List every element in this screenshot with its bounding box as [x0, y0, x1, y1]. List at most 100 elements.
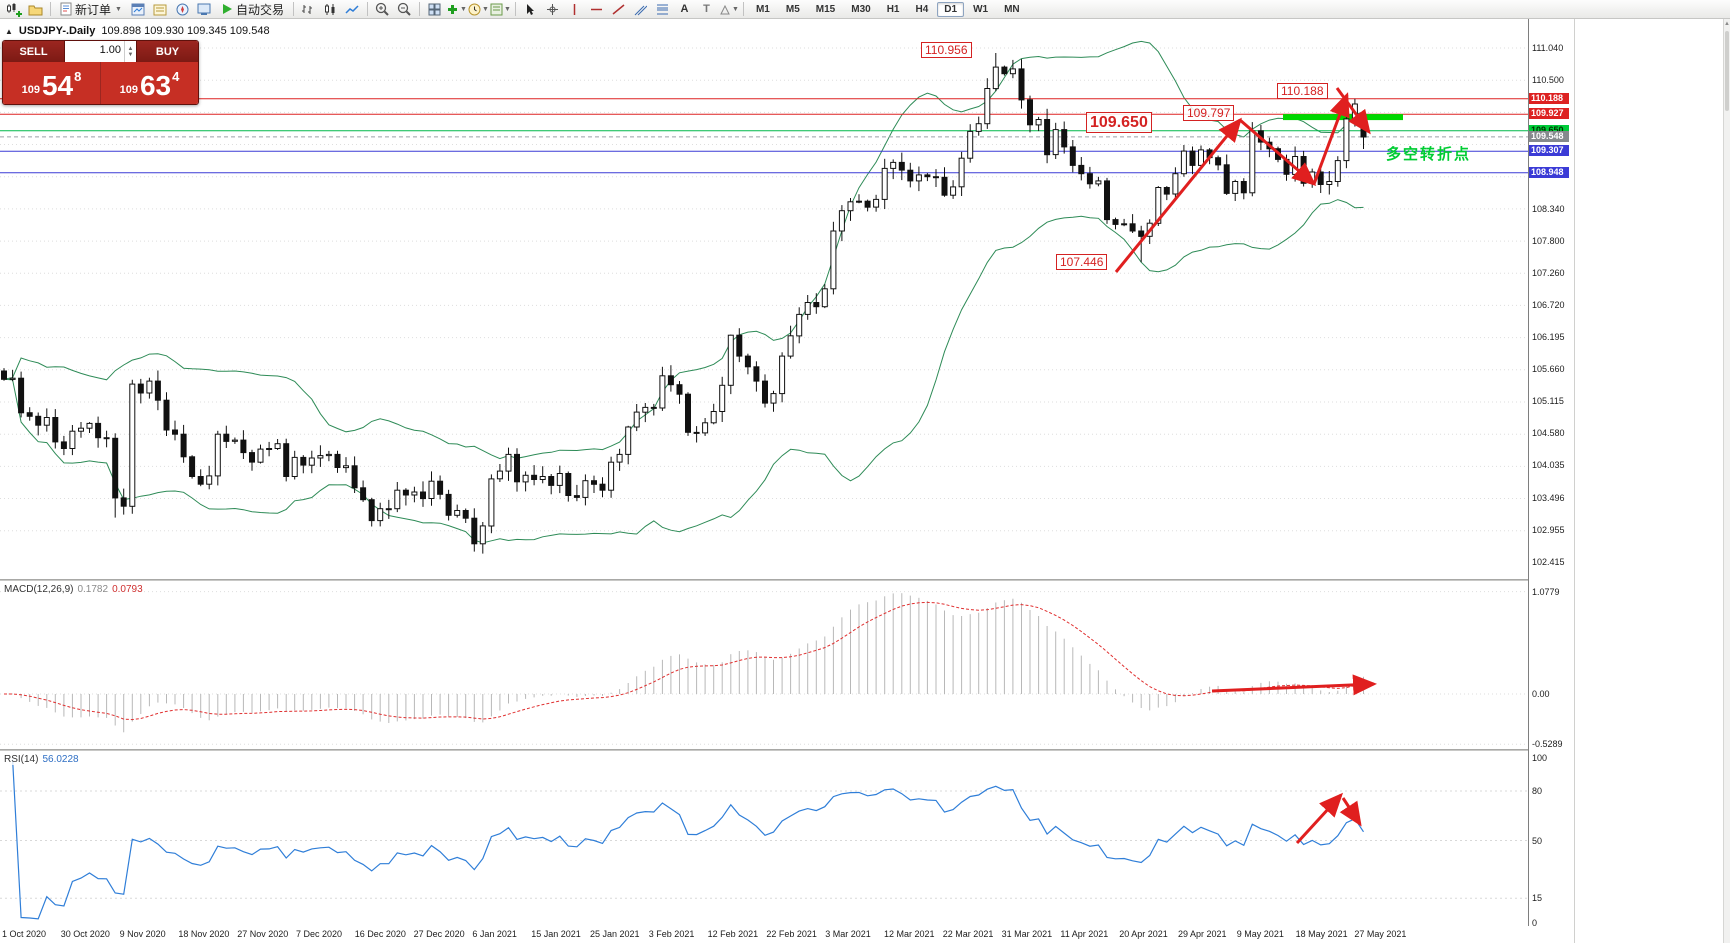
bar-chart-button[interactable]	[298, 1, 319, 18]
chevron-down-icon: ▼	[732, 5, 739, 13]
price-gridlines	[0, 47, 1528, 532]
buy-price-button[interactable]: 109 63 4	[101, 62, 198, 104]
vertical-scrollbar[interactable]: ▲	[1723, 19, 1730, 943]
label-tool-button[interactable]: T	[696, 1, 717, 18]
chart-window-button[interactable]	[128, 1, 149, 18]
date-axis-label: 12 Mar 2021	[884, 929, 935, 939]
horizontal-line-icon	[590, 8, 602, 10]
horizontal-line-tool-button[interactable]	[586, 1, 607, 18]
sell-price-pip: 8	[74, 69, 82, 84]
date-axis[interactable]: 1 Oct 2020 30 Oct 2020 9 Nov 2020 18 Nov 20…	[0, 926, 1574, 943]
one-click-toggle-icon[interactable]: ▲	[5, 26, 13, 36]
date-axis-label: 30 Oct 2020	[60, 929, 110, 939]
price-callout-107.446[interactable]: 107.446	[1056, 254, 1108, 270]
scroll-up-icon[interactable]: ▲	[1724, 21, 1730, 27]
rsi-axis-tick: 80	[1532, 786, 1543, 796]
price-axis[interactable]: 111.040 110.500 108.340 107.800 107.260 106.7…	[1529, 19, 1574, 928]
macd-canvas[interactable]	[0, 581, 1528, 749]
navigator-button[interactable]	[172, 1, 193, 18]
clock-icon	[468, 3, 481, 15]
price-badge-109.307: 109.307	[1529, 145, 1569, 157]
periods-button[interactable]: ▼	[468, 1, 489, 18]
text-tool-button[interactable]: A	[674, 1, 695, 18]
bollinger-upper-band	[3, 40, 1364, 460]
date-axis-label: 18 Nov 2020	[178, 929, 230, 939]
channel-tool-button[interactable]	[630, 1, 651, 18]
crosshair-tool-button[interactable]	[542, 1, 563, 18]
price-axis-tick: 105.115	[1532, 396, 1564, 407]
turning-point-annotation[interactable]: 多空转折点	[1386, 146, 1472, 163]
bar-chart-icon	[302, 4, 313, 14]
vertical-line-tool-button[interactable]	[564, 1, 585, 18]
timeframe-button-mn[interactable]: MN	[1004, 3, 1020, 15]
zoom-in-button[interactable]	[372, 1, 393, 18]
main-chart-canvas[interactable]	[0, 19, 1528, 579]
panel-separator[interactable]	[0, 749, 1574, 751]
tile-windows-button[interactable]	[424, 1, 445, 18]
autotrading-button[interactable]: 自动交易	[216, 1, 289, 18]
panel-separator[interactable]	[0, 579, 1574, 581]
price-badge-108.948: 108.948	[1529, 166, 1569, 178]
horizontal-lines	[0, 98, 1528, 174]
timeframe-button-m5[interactable]: M5	[785, 3, 800, 15]
line-chart-button[interactable]	[342, 1, 363, 18]
profiles-button[interactable]	[25, 1, 46, 18]
fibonacci-tool-button[interactable]	[652, 1, 673, 18]
date-axis-label: 3 Feb 2021	[648, 929, 695, 939]
price-callout-109.797[interactable]: 109.797	[1183, 105, 1235, 121]
cursor-icon	[526, 3, 534, 15]
spin-up-icon[interactable]: ▲	[127, 45, 134, 52]
date-axis-label: 12 Feb 2021	[707, 929, 759, 939]
macd-signal-line	[4, 601, 1364, 721]
sell-price-big: 54	[41, 70, 74, 101]
support-zone-segment	[1283, 114, 1403, 121]
macd-axis-tick: 0.00	[1532, 689, 1550, 699]
date-axis-label: 3 Mar 2021	[825, 929, 871, 939]
indicators-button[interactable]: ▼	[446, 1, 467, 18]
terminal-button[interactable]	[194, 1, 215, 18]
timeframe-button-w1[interactable]: W1	[973, 3, 989, 15]
market-watch-button[interactable]	[150, 1, 171, 18]
timeframe-button-m15[interactable]: M15	[815, 3, 836, 15]
rsi-canvas[interactable]	[0, 751, 1528, 926]
templates-button[interactable]: ▼	[490, 1, 511, 18]
timeframe-button-m30[interactable]: M30	[851, 3, 871, 15]
macd-axis-tick: 1.0779	[1532, 586, 1560, 597]
price-axis-tick: 107.260	[1532, 268, 1565, 279]
spin-down-icon[interactable]: ▼	[127, 51, 134, 58]
label-tool-icon: T	[703, 3, 710, 15]
sell-price-button[interactable]: 109 54 8	[3, 62, 101, 104]
sell-button[interactable]: SELL	[3, 41, 64, 62]
date-axis-label: 25 Jan 2021	[590, 929, 640, 939]
macd-main-value: 0.1782	[77, 584, 109, 595]
new-chart-button[interactable]	[3, 1, 24, 18]
timeframe-button-h4[interactable]: H4	[915, 3, 929, 15]
macd-signal-value: 0.0793	[112, 584, 143, 595]
new-order-button[interactable]: 新订单 ▼	[55, 1, 127, 18]
indicators-plus-icon	[448, 4, 457, 14]
scrollbar-thumb[interactable]	[1725, 31, 1729, 111]
timeframe-button-m1[interactable]: M1	[755, 3, 770, 15]
timeframe-button-d1[interactable]: D1	[937, 1, 965, 17]
zoom-in-icon	[376, 2, 390, 16]
timeframe-button-h1[interactable]: H1	[886, 3, 900, 15]
buy-button[interactable]: BUY	[137, 41, 198, 62]
date-axis-label: 27 Nov 2020	[237, 929, 289, 939]
rsi-label: RSI(14) 56.0228	[4, 754, 79, 765]
trendline-tool-button[interactable]	[608, 1, 629, 18]
rsi-trend-arrow	[1295, 792, 1344, 845]
shapes-tool-button[interactable]: ▼	[718, 1, 739, 18]
cursor-tool-button[interactable]	[520, 1, 541, 18]
zoom-out-button[interactable]	[394, 1, 415, 18]
candlestick-chart-button[interactable]	[320, 1, 341, 18]
date-axis-label: 20 Apr 2021	[1119, 929, 1168, 939]
symbol-period-label: USDJPY-.Daily	[18, 25, 96, 37]
price-callout-109.650[interactable]: 109.650	[1086, 112, 1152, 133]
price-callout-110.188[interactable]: 110.188	[1277, 83, 1328, 99]
volume-input[interactable]: 1.00 ▲ ▼	[64, 41, 137, 62]
date-axis-label: 6 Jan 2021	[472, 929, 517, 939]
volume-value[interactable]: 1.00	[99, 44, 121, 56]
price-callout-110.956[interactable]: 110.956	[921, 42, 972, 58]
toolbar-separator	[514, 2, 516, 16]
volume-stepper[interactable]: ▲ ▼	[124, 41, 136, 62]
